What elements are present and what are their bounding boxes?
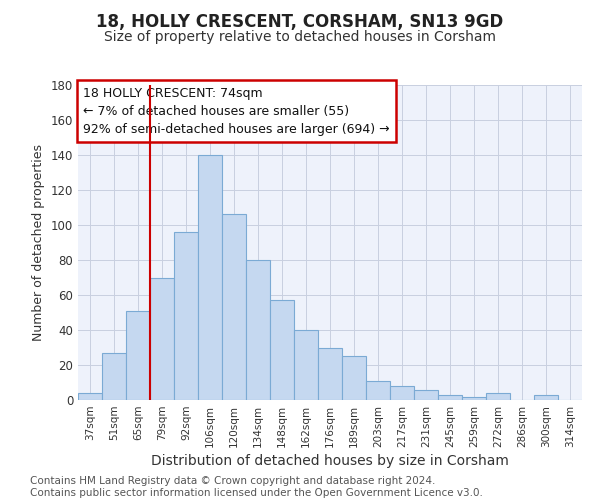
Bar [366,381,390,400]
Bar [486,393,510,400]
Bar [222,214,246,400]
Bar [390,386,414,400]
Bar [318,348,342,400]
Bar [78,393,102,400]
Bar [150,278,174,400]
Text: Contains HM Land Registry data © Crown copyright and database right 2024.
Contai: Contains HM Land Registry data © Crown c… [30,476,483,498]
Bar [126,310,150,400]
Bar [198,155,222,400]
Bar [462,396,486,400]
Bar [438,395,462,400]
Bar [342,356,366,400]
Bar [294,330,318,400]
Bar [534,395,558,400]
Bar [414,390,438,400]
Y-axis label: Number of detached properties: Number of detached properties [32,144,45,341]
Bar [270,300,294,400]
Bar [246,260,270,400]
Text: 18, HOLLY CRESCENT, CORSHAM, SN13 9GD: 18, HOLLY CRESCENT, CORSHAM, SN13 9GD [97,12,503,30]
Bar [102,353,126,400]
X-axis label: Distribution of detached houses by size in Corsham: Distribution of detached houses by size … [151,454,509,468]
Bar [174,232,198,400]
Text: Size of property relative to detached houses in Corsham: Size of property relative to detached ho… [104,30,496,44]
Text: 18 HOLLY CRESCENT: 74sqm
← 7% of detached houses are smaller (55)
92% of semi-de: 18 HOLLY CRESCENT: 74sqm ← 7% of detache… [83,86,389,136]
